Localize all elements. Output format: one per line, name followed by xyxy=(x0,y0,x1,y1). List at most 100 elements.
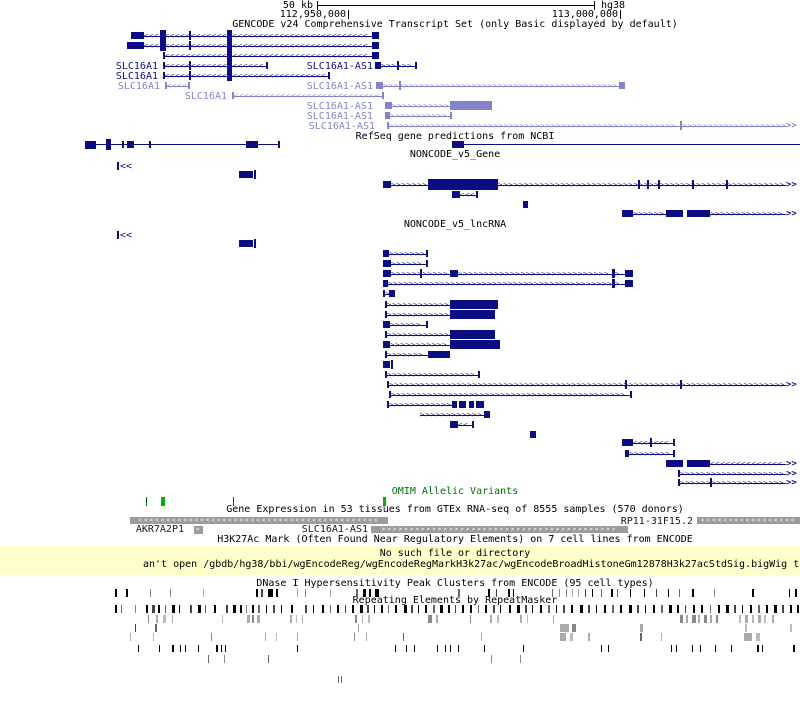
peak-bar[interactable] xyxy=(580,605,583,613)
exon-block[interactable] xyxy=(389,290,395,297)
exon-block[interactable] xyxy=(227,30,232,41)
peak-bar[interactable] xyxy=(354,633,355,641)
exon-block[interactable] xyxy=(666,460,683,467)
peak-bar[interactable] xyxy=(240,605,242,613)
peak-bar[interactable] xyxy=(440,605,443,613)
peak-bar[interactable] xyxy=(297,633,298,641)
intron-arrows[interactable]: >>>>>>>>>>>>>>>>>>>> xyxy=(682,123,786,130)
exon-block[interactable] xyxy=(375,62,381,69)
peak-bar[interactable] xyxy=(198,605,201,613)
exon-block[interactable] xyxy=(385,351,387,358)
gene-label[interactable]: SLC16A1-AS1 xyxy=(306,111,373,122)
peak-bar[interactable] xyxy=(276,633,277,641)
peak-bar[interactable] xyxy=(716,615,718,623)
exon-block[interactable] xyxy=(117,231,119,239)
intron-arrows[interactable]: >>>>>>>> xyxy=(629,451,673,458)
peak-bar[interactable] xyxy=(281,605,282,613)
peak-bar[interactable] xyxy=(525,605,527,613)
gene-label[interactable]: SLC16A1-AS1 xyxy=(301,524,368,535)
peak-bar[interactable] xyxy=(715,645,716,652)
exon-block[interactable] xyxy=(469,401,474,408)
intron-arrows[interactable]: << xyxy=(458,422,472,429)
exon-block[interactable] xyxy=(385,371,387,378)
peak-bar[interactable] xyxy=(224,655,225,663)
peak-bar[interactable] xyxy=(170,589,171,597)
peak-bar[interactable] xyxy=(685,605,686,613)
peak-bar[interactable] xyxy=(645,605,646,613)
peak-bar[interactable] xyxy=(163,615,166,623)
peak-bar[interactable] xyxy=(355,615,357,623)
continuation-arrow-icon[interactable]: >> xyxy=(786,121,797,131)
peak-bar[interactable] xyxy=(698,615,700,623)
peak-bar[interactable] xyxy=(138,645,139,652)
peak-bar[interactable] xyxy=(375,589,379,597)
gene-label[interactable]: AKR7A2P1 xyxy=(135,524,184,535)
peak-bar[interactable] xyxy=(608,645,609,652)
exon-block[interactable] xyxy=(232,92,234,99)
exon-block[interactable] xyxy=(397,61,399,70)
peak-bar[interactable] xyxy=(679,589,680,597)
intron-line[interactable] xyxy=(464,144,800,145)
peak-bar[interactable] xyxy=(261,589,263,597)
peak-bar[interactable] xyxy=(629,605,632,613)
exon-block[interactable] xyxy=(452,191,460,198)
peak-bar[interactable] xyxy=(388,605,389,613)
peak-bar[interactable] xyxy=(198,645,199,652)
peak-bar[interactable] xyxy=(414,645,415,652)
exon-block[interactable] xyxy=(188,82,190,89)
exon-block[interactable] xyxy=(625,380,627,389)
intron-arrows[interactable]: >>>>>>>>>>>> xyxy=(387,332,450,339)
peak-bar[interactable] xyxy=(601,645,602,652)
peak-bar[interactable] xyxy=(500,605,501,613)
peak-bar[interactable] xyxy=(588,605,590,613)
intron-arrows[interactable]: >>>>>>>>>>>>>> xyxy=(710,211,786,218)
peak-bar[interactable] xyxy=(617,589,618,597)
exon-block[interactable] xyxy=(678,470,680,477)
exon-block[interactable] xyxy=(383,361,390,368)
peak-bar[interactable] xyxy=(395,605,397,613)
exon-block[interactable] xyxy=(426,250,428,257)
exon-block[interactable] xyxy=(687,460,710,467)
peak-bar[interactable] xyxy=(406,645,407,652)
peak-bar[interactable] xyxy=(637,605,639,613)
peak-bar[interactable] xyxy=(782,605,784,613)
intron-arrows[interactable]: >>>>>>>>>>>>>>>>>>>> xyxy=(680,480,786,487)
peak-bar[interactable] xyxy=(745,615,748,623)
peak-bar[interactable] xyxy=(115,605,117,613)
exon-block[interactable] xyxy=(383,341,390,348)
peak-bar[interactable] xyxy=(588,633,590,641)
exon-block[interactable] xyxy=(117,162,119,170)
peak-bar[interactable] xyxy=(205,605,206,613)
peak-bar[interactable] xyxy=(493,605,495,613)
intron-arrows[interactable]: > xyxy=(615,271,625,278)
peak-bar[interactable] xyxy=(165,605,166,613)
peak-bar[interactable] xyxy=(585,589,586,597)
peak-bar[interactable] xyxy=(757,645,759,652)
exon-block[interactable] xyxy=(149,141,151,148)
exon-block[interactable] xyxy=(622,439,633,446)
peak-bar[interactable] xyxy=(330,605,331,613)
exon-block[interactable] xyxy=(239,240,253,247)
intron-arrows[interactable]: >>>>>>> xyxy=(389,251,426,258)
peak-bar[interactable] xyxy=(305,589,306,597)
intron-arrows[interactable]: <<<<<<<<<<<<<< xyxy=(710,461,786,468)
peak-bar[interactable] xyxy=(470,615,471,623)
peak-bar[interactable] xyxy=(509,605,511,613)
intron-arrows[interactable]: >>>>>>>>>>>>>>>>>>>>>>>>>>>>>>>>>>>>>>>>… xyxy=(389,123,680,130)
intron-line[interactable] xyxy=(96,144,280,145)
exon-block[interactable] xyxy=(246,141,258,148)
exon-block[interactable] xyxy=(382,92,384,99)
peak-bar[interactable] xyxy=(758,605,760,613)
peak-bar[interactable] xyxy=(203,589,204,597)
peak-bar[interactable] xyxy=(273,605,275,613)
peak-bar[interactable] xyxy=(297,645,298,652)
exon-block[interactable] xyxy=(383,270,391,277)
peak-bar[interactable] xyxy=(152,605,155,613)
exon-block[interactable] xyxy=(383,250,389,257)
exon-block[interactable] xyxy=(372,42,379,49)
peak-bar[interactable] xyxy=(172,645,174,652)
peak-bar[interactable] xyxy=(517,605,520,613)
exon-block[interactable] xyxy=(678,479,680,486)
intron-arrows[interactable]: >>>>>>>>>>> xyxy=(392,103,450,110)
exon-block[interactable] xyxy=(459,401,466,408)
